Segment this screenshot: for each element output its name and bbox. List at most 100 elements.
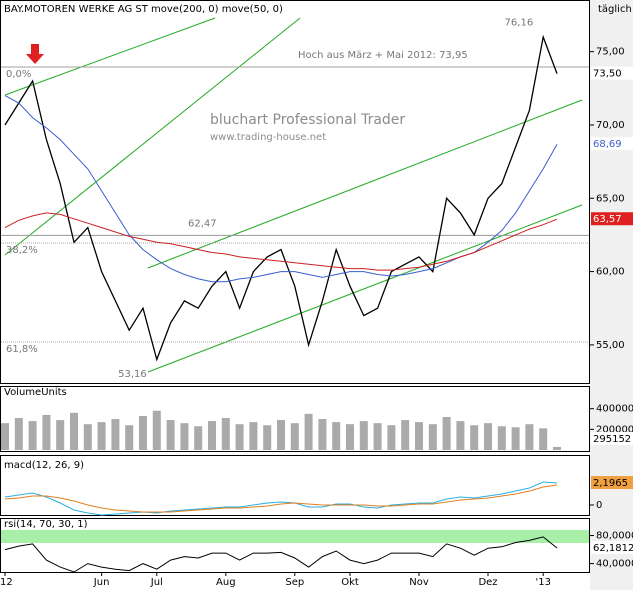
rsi-line (4, 536, 558, 573)
fib-label: 0,0% (6, 69, 31, 80)
volume-bar (152, 410, 161, 450)
volume-bar (277, 420, 285, 450)
macd-frame (0, 455, 590, 516)
last-value-label: 62,1812 (593, 543, 633, 554)
series-line (4, 34, 558, 362)
axis-area (590, 0, 633, 590)
interval: täglich (598, 4, 632, 15)
volume-frame (0, 386, 590, 452)
volume-bar (97, 422, 106, 450)
volume-bar (83, 424, 92, 450)
volume-bar (484, 423, 492, 450)
volume-bar (208, 421, 216, 450)
volume-bar (111, 419, 120, 450)
macd-title: macd(12, 26, 9) (4, 460, 84, 471)
trend-line (147, 99, 583, 269)
volume-bar (70, 412, 78, 450)
last-value-box (591, 66, 633, 80)
trend-line (147, 204, 583, 373)
volume-bar (553, 446, 561, 450)
volume-bar (290, 423, 299, 450)
volume-bar (249, 422, 258, 450)
fib-label: 61,8% (6, 344, 38, 355)
y-tick-label: 55,00 (596, 340, 625, 351)
volume-title: VolumeUnits (4, 387, 67, 398)
trend-lines (4, 17, 583, 373)
level-label: 62,47 (188, 218, 217, 229)
volume-bar (346, 424, 354, 450)
panel-frames (0, 0, 590, 573)
volume-bar (415, 422, 423, 450)
volume-bar (56, 420, 65, 450)
main-frame (0, 0, 590, 384)
volume-bar (221, 418, 230, 450)
volume-bar (42, 414, 51, 450)
x-tick-label: Jun (93, 577, 110, 588)
macd-line (4, 481, 558, 516)
y-tick-label: 70,00 (596, 120, 625, 131)
x-tick-label: Dez (478, 577, 497, 588)
volume-bar (456, 421, 465, 450)
y-tick-label: 40,0000 (596, 559, 633, 570)
volume-bar (387, 425, 396, 450)
volume-bar (263, 425, 272, 450)
volume-bar (539, 428, 548, 450)
macd-line (4, 484, 558, 513)
volume-bar (511, 427, 520, 450)
y-tick-label: 80,0000 (596, 531, 633, 542)
y-tick-label: 2000000 (596, 424, 633, 435)
volume-bar (497, 426, 506, 450)
x-tick-label: Jul (150, 577, 163, 588)
x-tick-label: Sep (285, 577, 304, 588)
last-value-box (591, 431, 633, 445)
rsi-title: rsi(14, 70, 30, 1) (4, 519, 88, 530)
volume-bar (194, 426, 203, 450)
x-tick-label: '12 (0, 577, 13, 588)
volume-bar (125, 425, 134, 450)
point-label: 53,16 (118, 369, 147, 380)
x-tick-label: Nov (409, 577, 429, 588)
volume-bar (442, 416, 451, 450)
volume-bar (318, 419, 327, 450)
volume-bar (304, 413, 313, 450)
volume-bar (470, 425, 479, 450)
trend-line (4, 17, 216, 96)
volume-bar (428, 424, 437, 450)
watermark-url: www.trading-house.net (210, 132, 326, 143)
x-tick-label: '13 (535, 577, 550, 588)
volume-bar (525, 424, 534, 450)
volume-bar (235, 424, 244, 450)
last-value-label: 73,50 (593, 69, 622, 80)
volume-bar (180, 423, 189, 450)
arrow (26, 44, 44, 64)
volume-bar (373, 423, 382, 450)
volume-bar (139, 415, 147, 450)
volume-bar (401, 420, 410, 450)
x-tick-label: Aug (216, 577, 236, 588)
volume-bar (166, 420, 175, 450)
level-label: Hoch aus März + Mai 2012: 73,95 (298, 50, 468, 61)
volume-bar (332, 422, 341, 450)
volume-bar (28, 421, 37, 450)
last-value-label: 2,1965 (593, 478, 628, 489)
series-line (4, 212, 558, 271)
rsi-band (1, 530, 589, 543)
watermark: bluchart Professional Trader (210, 112, 405, 128)
y-tick-label: 60,00 (596, 267, 625, 278)
last-value-label: 68,69 (593, 139, 622, 150)
last-value-label: 295152 (593, 434, 631, 445)
last-value-box (591, 476, 633, 490)
chart-title: BAY.MOTOREN WERKE AG ST move(200, 0) mov… (4, 4, 283, 15)
x-tick-label: Okt (341, 577, 359, 588)
last-value-label: 63,57 (593, 214, 622, 225)
y-tick-label: 75,00 (596, 47, 625, 58)
volume-bar (1, 423, 9, 450)
fib-label: 38,2% (6, 245, 38, 256)
last-value-box (591, 541, 633, 555)
last-value-box (591, 137, 633, 151)
last-value-box (591, 212, 633, 226)
volume-bar (359, 421, 368, 450)
volume-bar (14, 418, 23, 450)
